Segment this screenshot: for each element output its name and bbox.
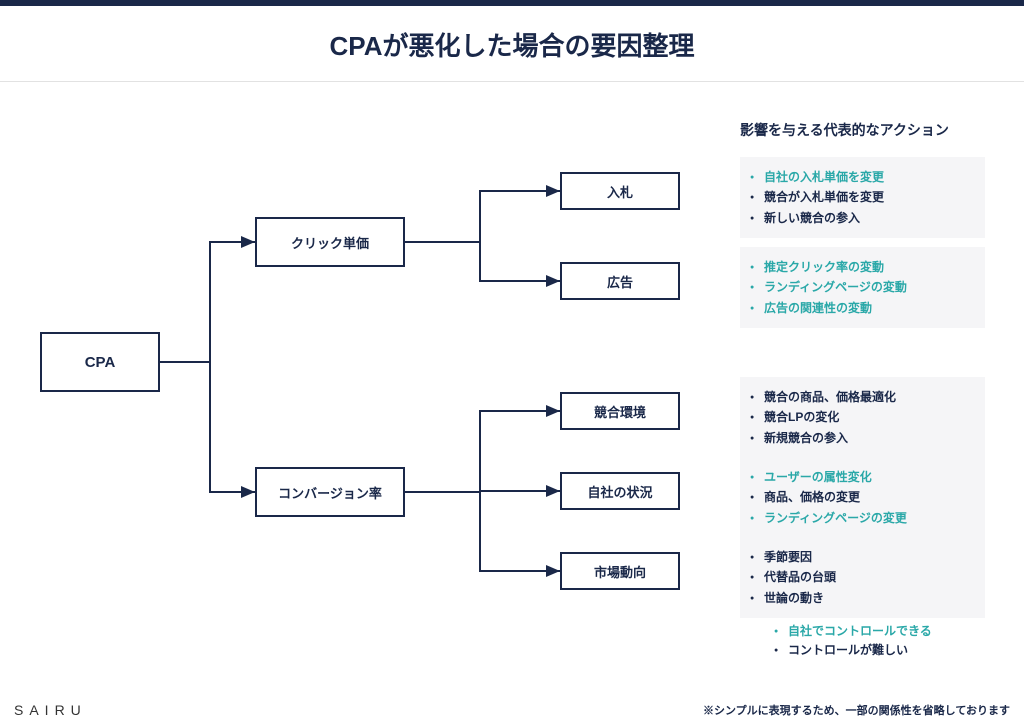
- actions-column-header: 影響を与える代表的なアクション: [740, 120, 949, 140]
- node-mid: クリック単価: [255, 217, 405, 267]
- node-leaf: 競合環境: [560, 392, 680, 430]
- node-label: 市場動向: [594, 562, 646, 581]
- action-item: ランディングページの変動: [764, 277, 973, 297]
- action-item: 商品、価格の変更: [764, 487, 973, 507]
- page-title: CPAが悪化した場合の要因整理: [0, 6, 1024, 81]
- node-leaf: 市場動向: [560, 552, 680, 590]
- action-box: 自社の入札単価を変更競合が入札単価を変更新しい競合の参入: [740, 157, 985, 238]
- node-root: CPA: [40, 332, 160, 392]
- action-box: 推定クリック率の変動ランディングページの変動広告の関連性の変動: [740, 247, 985, 328]
- node-label: 自社の状況: [587, 482, 652, 501]
- brand-logo: SAIRU: [14, 702, 87, 718]
- node-label: コンバージョン率: [278, 483, 382, 502]
- footnote: ※シンプルに表現するため、一部の関係性を省略しております: [703, 702, 1010, 718]
- action-item: 季節要因: [764, 547, 973, 567]
- node-mid: コンバージョン率: [255, 467, 405, 517]
- node-label: クリック単価: [291, 233, 369, 252]
- action-box: 競合の商品、価格最適化競合LPの変化新規競合の参入: [740, 377, 985, 458]
- node-leaf: 広告: [560, 262, 680, 300]
- action-item: 新規競合の参入: [764, 428, 973, 448]
- node-leaf: 自社の状況: [560, 472, 680, 510]
- action-item: 広告の関連性の変動: [764, 298, 973, 318]
- action-item: 代替品の台頭: [764, 567, 973, 587]
- action-item: 競合が入札単価を変更: [764, 187, 973, 207]
- diagram-canvas: CPA 影響を与える代表的なアクション クリック単価コンバージョン率 入札広告競…: [0, 82, 1024, 662]
- legend-item: コントロールが難しい: [788, 641, 932, 660]
- action-item: 自社の入札単価を変更: [764, 167, 973, 187]
- action-item: 競合の商品、価格最適化: [764, 387, 973, 407]
- legend-item: 自社でコントロールできる: [788, 622, 932, 641]
- action-item: ランディングページの変更: [764, 508, 973, 528]
- action-item: 推定クリック率の変動: [764, 257, 973, 277]
- action-item: 競合LPの変化: [764, 407, 973, 427]
- node-label: 広告: [607, 272, 633, 291]
- action-item: 世論の動き: [764, 588, 973, 608]
- node-label: 入札: [607, 182, 633, 201]
- node-label: 競合環境: [594, 402, 646, 421]
- action-item: 新しい競合の参入: [764, 208, 973, 228]
- action-item: ユーザーの属性変化: [764, 467, 973, 487]
- legend: 自社でコントロールできるコントロールが難しい: [770, 622, 932, 660]
- node-leaf: 入札: [560, 172, 680, 210]
- action-box: 季節要因代替品の台頭世論の動き: [740, 537, 985, 618]
- node-label: CPA: [85, 354, 116, 371]
- action-box: ユーザーの属性変化商品、価格の変更ランディングページの変更: [740, 457, 985, 538]
